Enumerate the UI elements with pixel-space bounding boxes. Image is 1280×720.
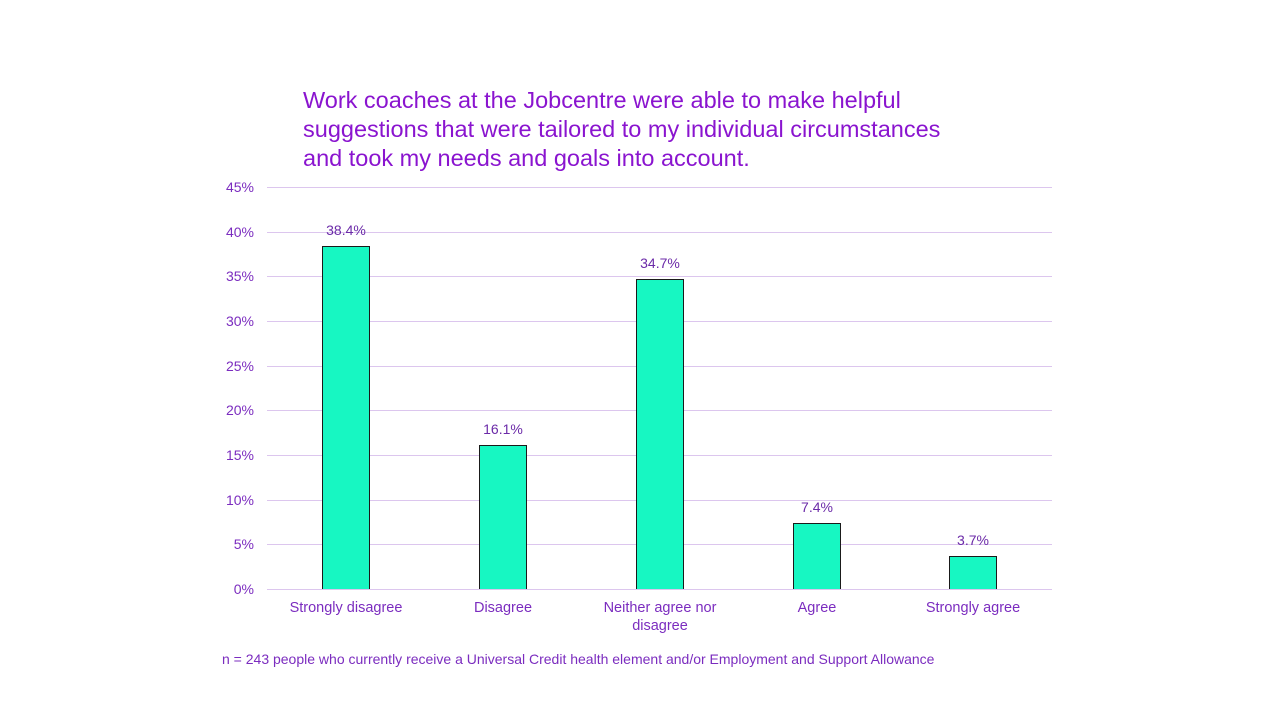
gridline <box>267 231 1052 233</box>
chart-title: Work coaches at the Jobcentre were able … <box>303 86 1023 173</box>
x-label-neither: Neither agree nor disagree <box>585 599 735 635</box>
chart-title-line-2: suggestions that were tailored to my ind… <box>303 116 941 142</box>
plot-area: 38.4% 16.1% 34.7% 7.4% 3.7% <box>267 187 1052 590</box>
bar <box>322 245 370 589</box>
bar-value-label: 34.7% <box>640 255 680 271</box>
x-label-agree: Agree <box>797 600 837 616</box>
sample-size-footnote: n = 243 people who currently receive a U… <box>222 651 935 667</box>
bar-value-label: 3.7% <box>957 531 989 548</box>
y-tick-label: 30% <box>225 313 254 329</box>
gridline <box>267 589 1052 590</box>
bar-value-label: 7.4% <box>801 498 833 515</box>
y-tick-label: 25% <box>225 357 254 374</box>
chart-title-line-1: Work coaches at the Jobcentre were able … <box>303 87 901 113</box>
bar <box>793 522 841 589</box>
y-tick-label: 45% <box>225 179 254 195</box>
chart-title-line-3: and took my needs and goals into account… <box>303 145 750 171</box>
x-label-neither-line-2: disagree <box>632 618 688 634</box>
x-label-strongly-disagree: Strongly disagree <box>289 600 403 616</box>
x-label-strongly-agree: Strongly agree <box>925 600 1021 616</box>
bar <box>949 555 997 589</box>
y-tick-label: 15% <box>225 447 254 463</box>
bar <box>636 279 684 589</box>
gridline <box>267 187 1052 188</box>
y-tick-label: 20% <box>225 402 254 419</box>
y-tick-label: 5% <box>233 536 254 553</box>
y-tick-label: 10% <box>225 491 254 508</box>
y-tick-label: 40% <box>225 223 254 240</box>
bar-value-label: 16.1% <box>483 421 523 438</box>
y-tick-label: 35% <box>225 268 254 285</box>
bar-value-label: 38.4% <box>326 221 366 238</box>
x-label-disagree: Disagree <box>473 600 533 616</box>
y-tick-label: 0% <box>233 581 254 597</box>
gridline <box>267 276 1052 278</box>
x-label-neither-line-1: Neither agree nor <box>603 600 717 616</box>
bar <box>479 445 527 589</box>
